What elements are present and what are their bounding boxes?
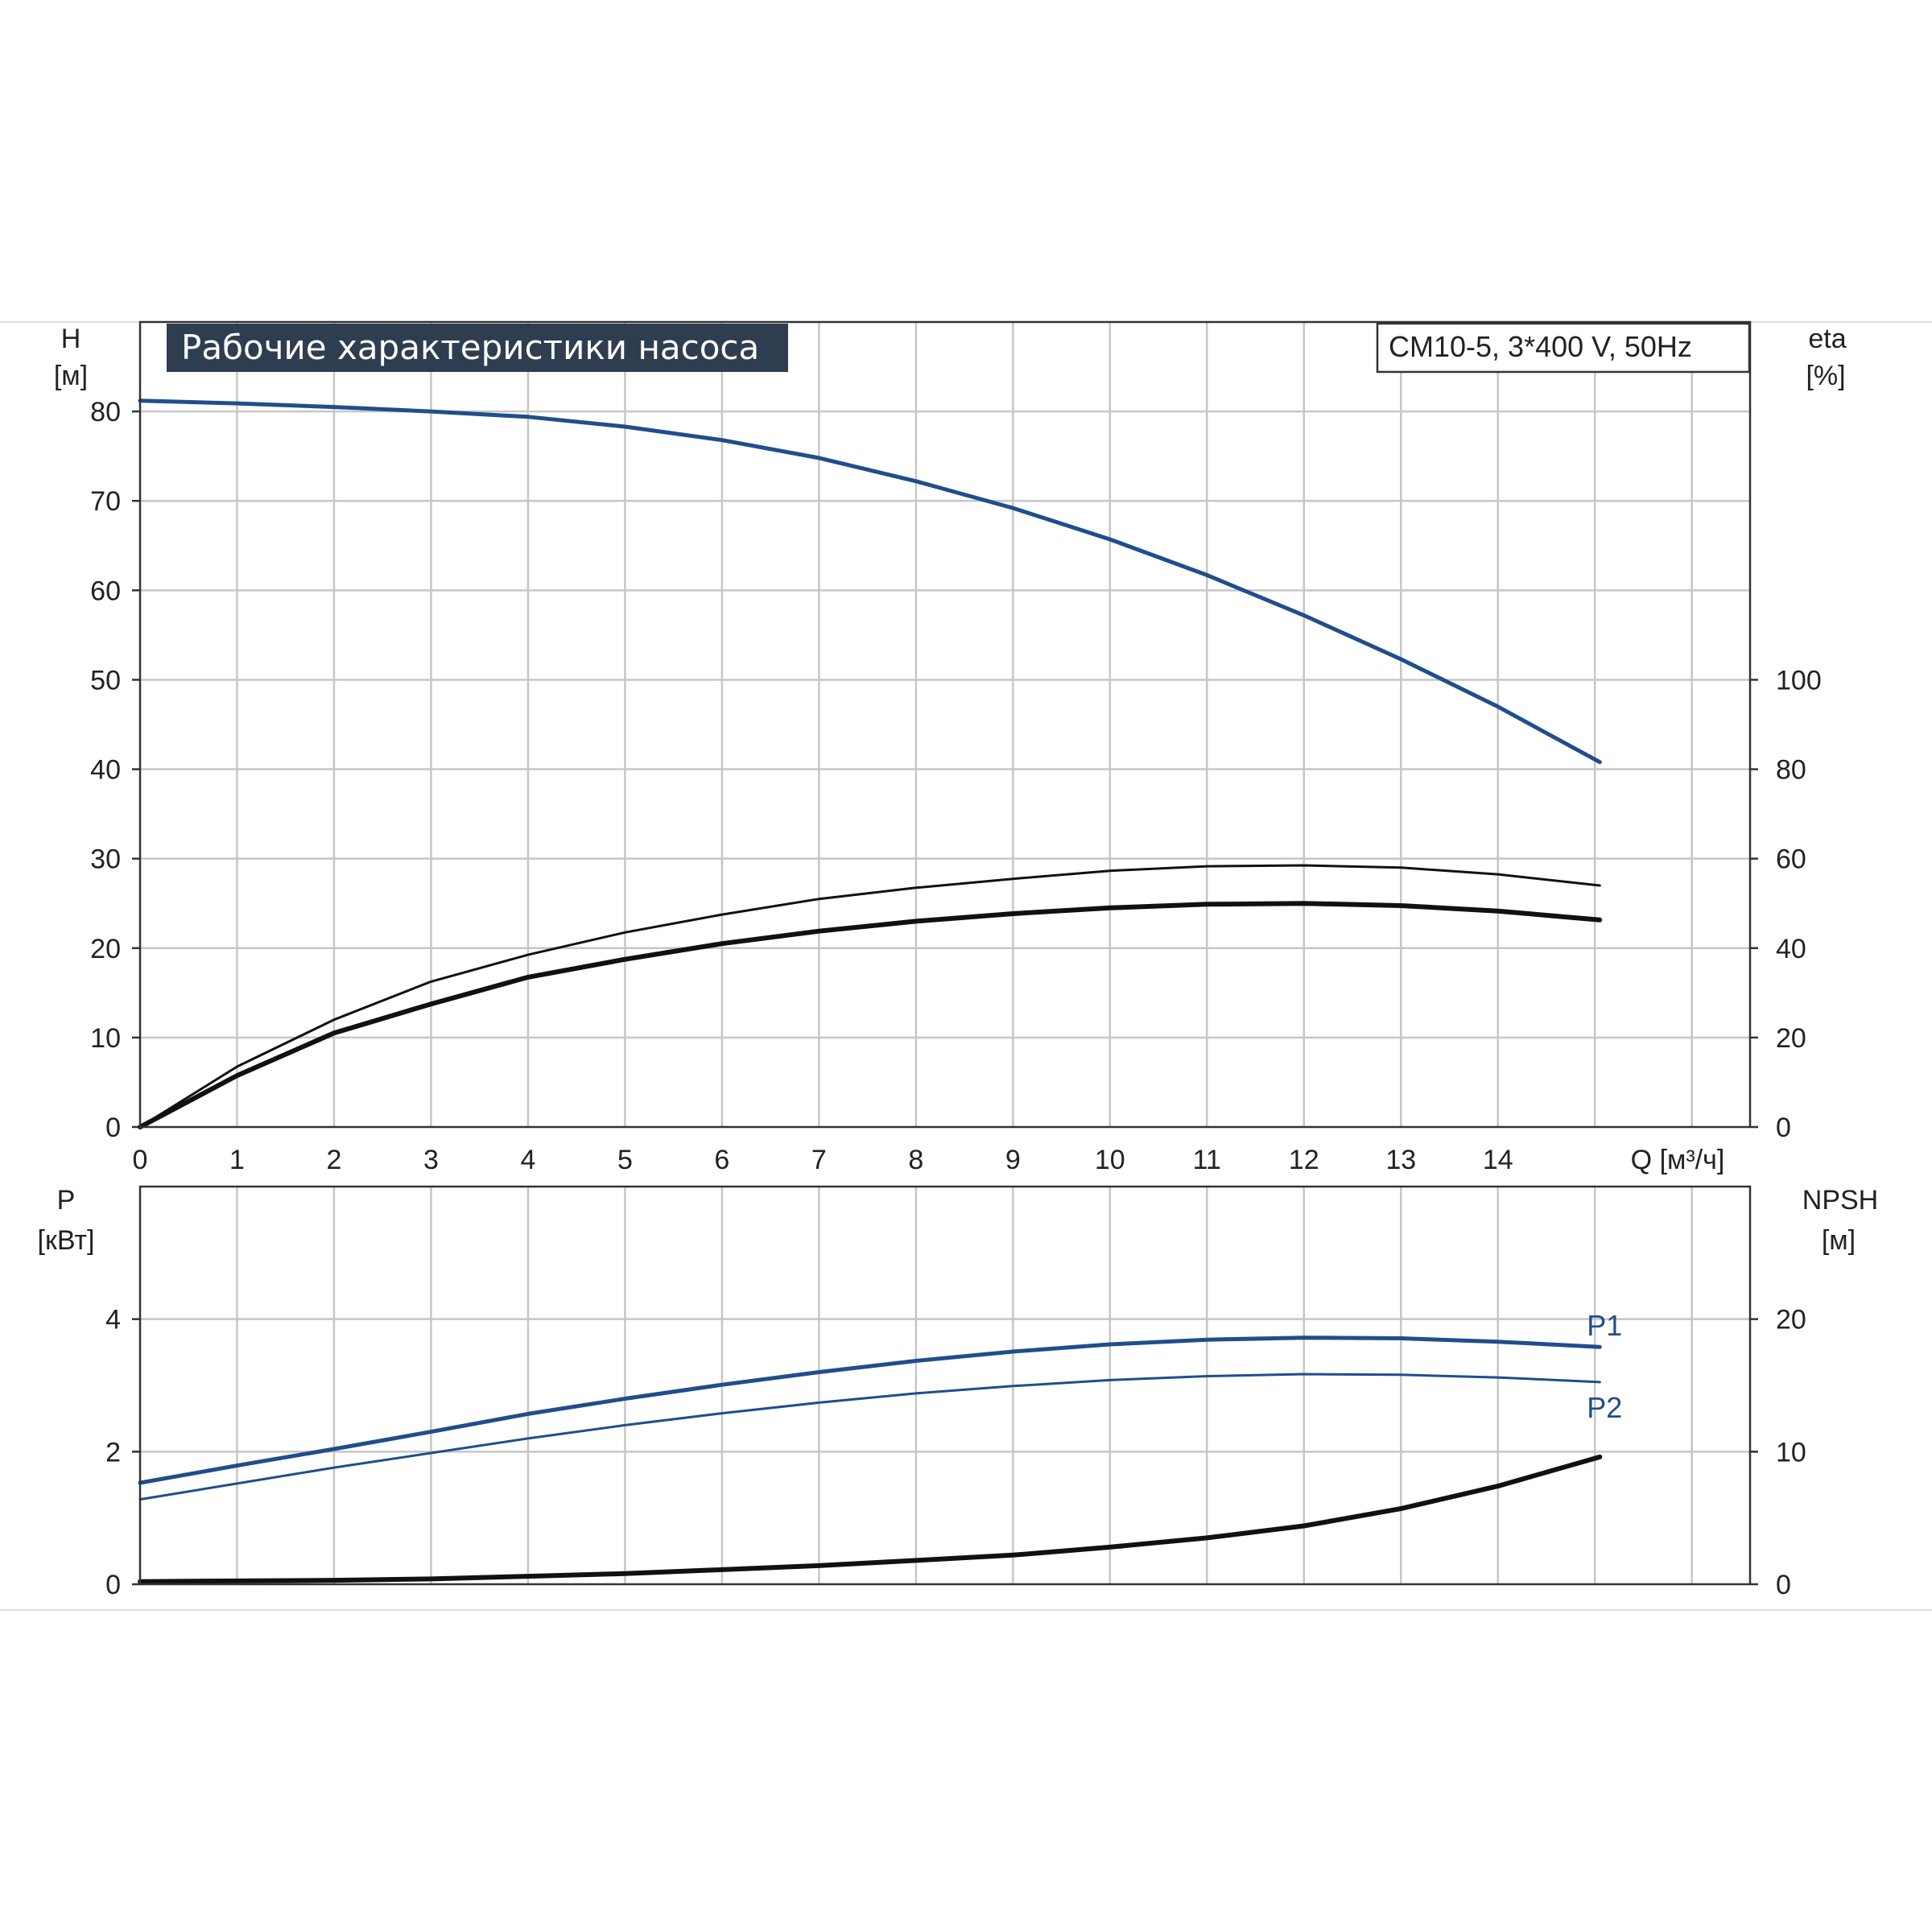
chart-title: Рабочие характеристики насоса (181, 328, 759, 367)
lower-series-label-p2: P2 (1587, 1391, 1622, 1424)
upper-y-right-tick-label: 0 (1776, 1113, 1791, 1143)
upper-x-tick-label: 4 (520, 1145, 535, 1175)
upper-x-tick-label: 0 (133, 1145, 148, 1175)
upper-y-left-tick-label: 30 (90, 844, 121, 875)
upper-x-tick-label: 11 (1193, 1145, 1221, 1175)
upper-y-right-tick-label: 40 (1776, 934, 1806, 964)
upper-x-tick-label: 6 (714, 1145, 729, 1175)
upper-x-tick-label: 3 (423, 1145, 439, 1175)
upper-y-left-tick-label: 60 (90, 576, 121, 606)
lower-chart-grid (140, 1187, 1750, 1584)
upper-y-left-tick-label: 10 (90, 1023, 121, 1054)
model-label-box (1376, 322, 1751, 374)
upper-x-tick-label: 13 (1385, 1145, 1416, 1175)
lower-series-line-p2 (138, 1373, 1601, 1501)
upper-y-left-tick-label: 50 (90, 665, 121, 696)
upper-chart-grid (140, 322, 1750, 1127)
lower-y-right-label-unit: [м] (1822, 1225, 1856, 1256)
y-left-label-name: H (61, 324, 81, 354)
x-axis-label: Q [м³/ч] (1631, 1145, 1725, 1175)
upper-y-left-tick-label: 80 (90, 397, 121, 427)
upper-chart-ticks: 0 1 2 3 4 5 6 7 8 9 10 11 12 13 1401020304050607080020… (90, 397, 1822, 1175)
model-label: CM10-5, 3*400 V, 50Hz (1389, 330, 1692, 363)
upper-chart-series (138, 398, 1603, 1129)
lower-chart-series: P1 P2 (138, 1309, 1622, 1584)
upper-x-tick-label: 14 (1483, 1145, 1513, 1175)
chart-title-box (167, 324, 788, 372)
upper-y-right-tick-label: 100 (1776, 665, 1822, 696)
upper-y-right-tick-label: 20 (1776, 1023, 1806, 1054)
upper-y-right-tick-label: 80 (1776, 755, 1806, 786)
y-right-label-unit: [%] (1806, 361, 1845, 391)
lower-series-line-p1 (138, 1335, 1602, 1485)
lower-series-line-2 (138, 1454, 1603, 1584)
lower-y-right-tick-label: 20 (1776, 1305, 1806, 1335)
lower-y-left-label-unit: [кВт] (38, 1225, 95, 1256)
upper-x-tick-label: 8 (908, 1145, 923, 1175)
lower-y-left-label-name: P (57, 1185, 76, 1216)
lower-y-right-tick-label: 0 (1776, 1570, 1791, 1600)
upper-y-left-tick-label: 20 (90, 934, 121, 964)
upper-x-tick-label: 9 (1005, 1145, 1021, 1175)
upper-x-tick-label: 1 (229, 1145, 245, 1175)
upper-x-tick-label: 12 (1289, 1145, 1319, 1175)
upper-x-tick-label: 10 (1095, 1145, 1125, 1175)
upper-series-line-0 (138, 398, 1602, 765)
y-left-label-unit: [м] (54, 361, 88, 391)
lower-series-label-p1: P1 (1587, 1309, 1622, 1342)
upper-x-tick-label: 2 (327, 1145, 342, 1175)
y-right-label-name: eta (1808, 324, 1846, 354)
lower-chart-ticks: 0 2 4 0 10 20 (105, 1305, 1806, 1600)
upper-x-tick-label: 5 (617, 1145, 633, 1175)
lower-y-left-tick-label: 2 (105, 1437, 121, 1468)
lower-y-right-tick-label: 10 (1776, 1437, 1806, 1468)
upper-x-tick-label: 7 (811, 1145, 827, 1175)
upper-y-left-tick-label: 70 (90, 486, 121, 517)
lower-chart-frame (138, 1185, 1752, 1586)
upper-series-line-1 (138, 864, 1601, 1129)
upper-y-right-tick-label: 60 (1776, 844, 1806, 875)
lower-y-right-label-name: NPSH (1802, 1185, 1878, 1216)
upper-y-left-tick-label: 0 (105, 1113, 121, 1143)
lower-y-left-tick-label: 4 (105, 1305, 121, 1335)
upper-chart-frame (138, 320, 1752, 1129)
upper-series-line-2 (138, 901, 1603, 1129)
upper-y-left-tick-label: 40 (90, 755, 121, 786)
lower-y-left-tick-label: 0 (105, 1570, 121, 1600)
